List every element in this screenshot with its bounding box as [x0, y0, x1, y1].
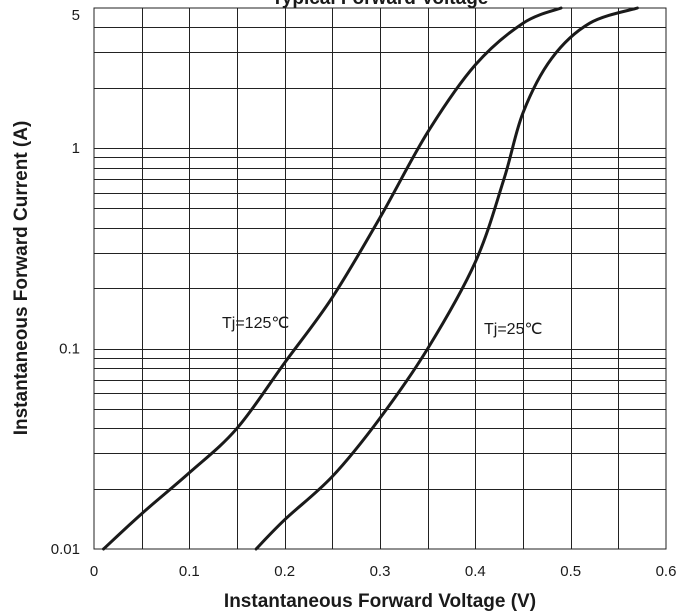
y-tick-label: 1 — [72, 140, 80, 157]
tick-labels: 0 0.1 0.2 0.3 0.4 0.5 0.6 0.01 0.1 1 5 — [51, 7, 677, 580]
x-tick-label: 0.6 — [656, 563, 677, 580]
series-label-tj25: Tj=25℃ — [484, 321, 542, 338]
curve-tj125 — [102, 6, 563, 551]
x-tick-label: 0.2 — [274, 563, 295, 580]
y-tick-label: 5 — [72, 7, 80, 24]
curve-tj25 — [254, 6, 639, 551]
x-tick-label: 0.5 — [560, 563, 581, 580]
grid — [94, 8, 666, 549]
y-tick-label: 0.01 — [51, 541, 80, 558]
y-tick-label: 0.1 — [59, 341, 80, 358]
x-tick-label: 0 — [90, 563, 98, 580]
x-tick-label: 0.1 — [179, 563, 200, 580]
x-tick-label: 0.3 — [370, 563, 391, 580]
x-tick-label: 0.4 — [465, 563, 486, 580]
x-axis-title: Instantaneous Forward Voltage (V) — [224, 591, 536, 612]
y-axis-title: Instantaneous Forward Current (A) — [11, 121, 32, 436]
series-label-tj125: Tj=125℃ — [222, 315, 289, 332]
curves — [102, 6, 639, 551]
plot-frame — [93, 7, 667, 550]
chart-title: Typical Forward Voltage — [272, 0, 489, 9]
